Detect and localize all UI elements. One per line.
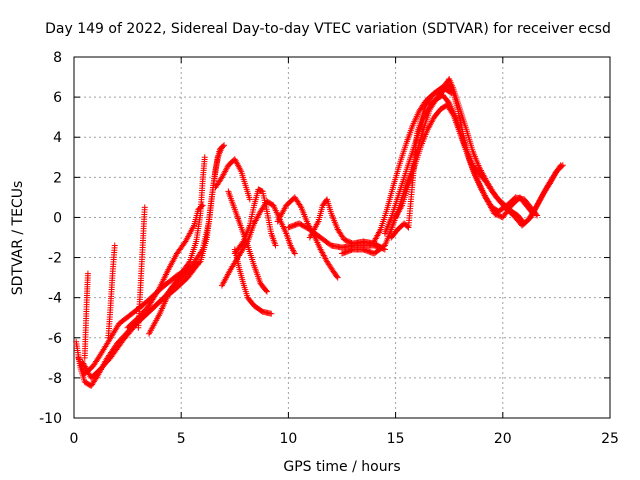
- data-point: [201, 154, 208, 161]
- series-track-10: [225, 188, 270, 295]
- y-axis-label: SDTVAR / TECUs: [10, 181, 26, 296]
- x-tick-label: 0: [70, 431, 79, 447]
- y-tick-label: 4: [53, 130, 62, 146]
- series-track-9: [231, 246, 275, 317]
- series-track-13: [306, 196, 388, 253]
- data-point: [272, 242, 279, 249]
- data-point: [141, 204, 148, 211]
- y-tick-labels: -10 -8 -6 -4 -2 0 2 4 6 8: [39, 50, 62, 427]
- y-tick-label: -6: [48, 331, 62, 347]
- data-point: [447, 89, 454, 96]
- data-point: [84, 270, 91, 277]
- data-point: [185, 259, 192, 266]
- y-tick-label: -10: [39, 411, 62, 427]
- data-point: [263, 287, 270, 294]
- series-track-8: [212, 156, 253, 203]
- series-spike-b: [105, 242, 118, 341]
- data-point: [404, 223, 411, 230]
- x-tick-label: 25: [601, 431, 619, 447]
- chart-title: Day 149 of 2022, Sidereal Day-to-day VTE…: [45, 21, 611, 37]
- x-tick-label: 5: [177, 431, 186, 447]
- series-spike-c: [135, 204, 148, 331]
- axis-ticks: [73, 56, 611, 419]
- plot-frame: [73, 56, 611, 419]
- series-track-5: [146, 154, 208, 337]
- data-point: [334, 274, 341, 281]
- series-track-18: [388, 84, 455, 241]
- data-point: [533, 211, 540, 218]
- data-points: [73, 76, 566, 389]
- series-spike-a: [81, 270, 91, 361]
- data-point: [246, 196, 253, 203]
- y-tick-label: -4: [48, 291, 62, 307]
- data-point: [534, 212, 541, 219]
- x-tick-label: 15: [387, 431, 405, 447]
- data-point: [291, 250, 298, 257]
- x-tick-labels: 0 5 10 15 20 25: [70, 431, 619, 447]
- data-point: [556, 163, 563, 170]
- data-point: [557, 162, 564, 169]
- data-point: [239, 239, 246, 246]
- y-tick-label: -8: [48, 371, 62, 387]
- y-tick-label: 0: [53, 210, 62, 226]
- data-point: [333, 273, 340, 280]
- data-point: [448, 90, 455, 97]
- data-point: [221, 142, 228, 149]
- x-tick-label: 20: [494, 431, 512, 447]
- data-point: [111, 242, 118, 249]
- x-tick-label: 10: [279, 431, 297, 447]
- data-point: [220, 143, 227, 150]
- y-tick-label: 2: [53, 170, 62, 186]
- data-point: [268, 310, 275, 317]
- data-point: [297, 202, 304, 209]
- y-tick-label: 6: [53, 90, 62, 106]
- data-point: [263, 288, 270, 295]
- data-point: [449, 110, 456, 117]
- y-tick-label: 8: [53, 50, 62, 66]
- x-axis-label: GPS time / hours: [283, 459, 400, 475]
- y-tick-label: -2: [48, 251, 62, 267]
